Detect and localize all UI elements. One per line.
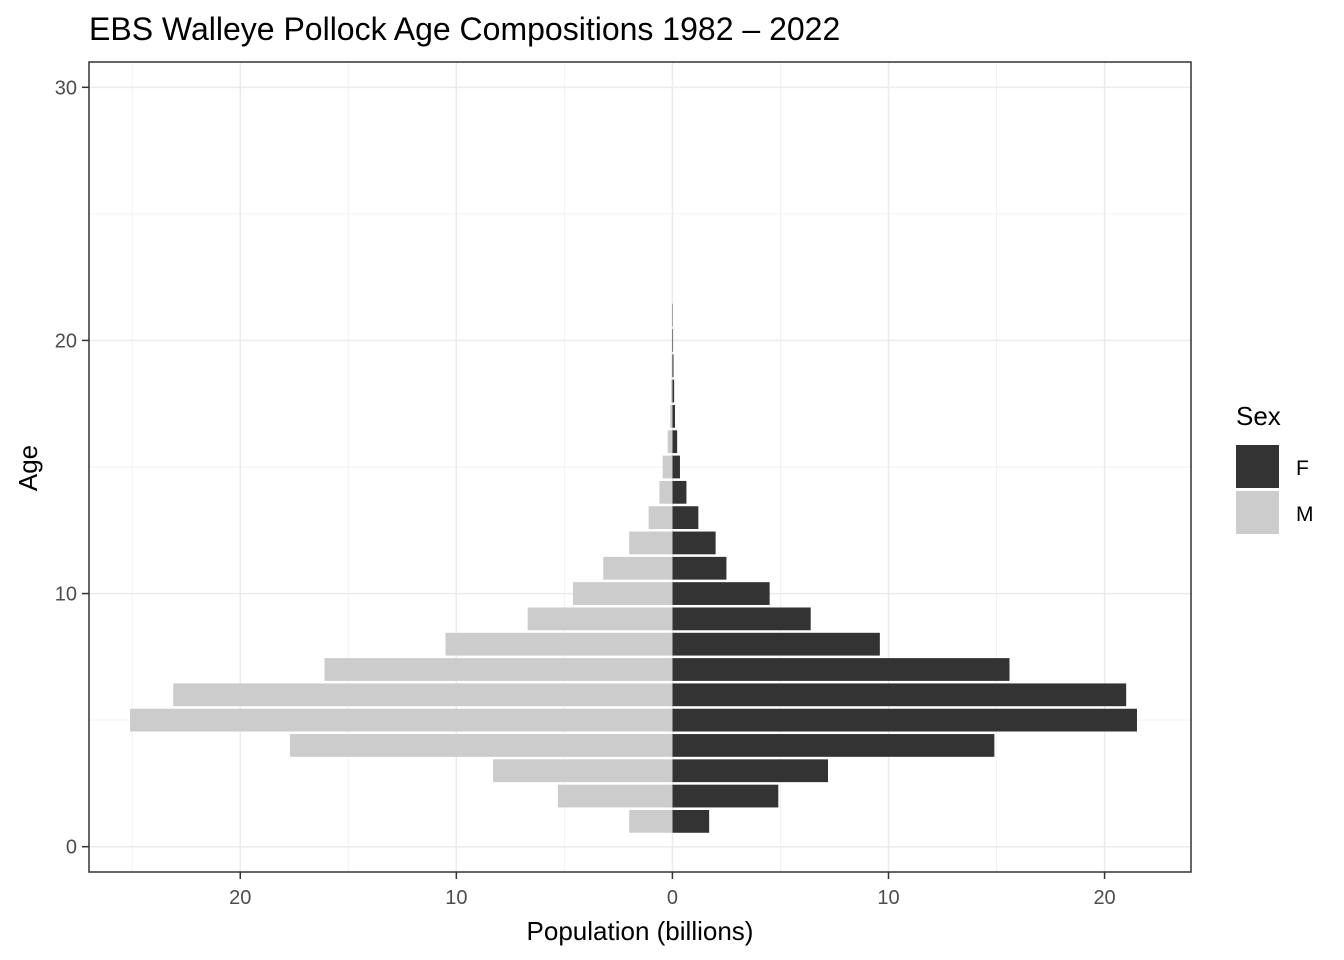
bar-m-age-3 <box>493 759 673 783</box>
y-tick-label: 0 <box>66 837 77 859</box>
bar-m-age-19 <box>671 354 673 378</box>
bars <box>130 303 1137 833</box>
chart-title: EBS Walleye Pollock Age Compositions 198… <box>89 11 840 47</box>
y-axis-title: Age <box>13 445 43 491</box>
bar-m-age-7 <box>324 658 673 681</box>
bar-f-age-4 <box>672 734 995 757</box>
bar-f-age-10 <box>672 582 770 605</box>
legend-items: FM <box>1236 445 1314 534</box>
bar-m-age-11 <box>603 556 673 580</box>
bar-m-age-9 <box>527 607 673 631</box>
bar-m-age-1 <box>629 809 673 833</box>
bar-f-age-8 <box>672 632 880 656</box>
plot-border <box>88 61 1192 873</box>
bar-f-age-9 <box>672 607 811 631</box>
bar-f-age-18 <box>672 379 675 403</box>
bar-m-age-12 <box>629 531 673 555</box>
legend-key-f <box>1236 445 1279 488</box>
bar-f-age-1 <box>672 809 710 833</box>
bar-f-age-16 <box>672 430 678 454</box>
bar-m-age-2 <box>557 784 673 808</box>
legend: Sex FM <box>1236 401 1314 534</box>
bar-f-age-3 <box>672 759 828 783</box>
bar-f-age-19 <box>672 354 674 378</box>
y-tick-label: 10 <box>55 584 77 606</box>
bar-m-age-6 <box>173 683 673 707</box>
bar-f-age-6 <box>672 683 1127 707</box>
bar-m-age-10 <box>573 582 673 605</box>
bar-m-age-5 <box>130 708 673 732</box>
legend-label-m: M <box>1296 503 1314 526</box>
bar-m-age-16 <box>667 430 673 454</box>
bar-f-age-12 <box>672 531 716 555</box>
x-tick-label: 0 <box>667 887 678 909</box>
x-tick-label: 20 <box>229 887 251 909</box>
legend-label-f: F <box>1296 457 1309 480</box>
bar-f-age-15 <box>672 455 680 479</box>
bar-m-age-17 <box>670 404 673 428</box>
bar-m-age-20 <box>671 329 673 352</box>
bar-f-age-17 <box>672 404 676 428</box>
x-tick-label: 20 <box>1093 887 1115 909</box>
bar-f-age-7 <box>672 658 1010 681</box>
x-tick-label: 10 <box>877 887 899 909</box>
y-tick-label: 30 <box>55 77 77 99</box>
x-tick-label: 10 <box>445 887 467 909</box>
bar-m-age-15 <box>662 455 673 479</box>
bar-m-age-18 <box>671 379 673 403</box>
bar-f-age-2 <box>672 784 779 808</box>
bar-f-age-11 <box>672 556 727 580</box>
y-axis: 0 10 20 30 <box>55 77 89 859</box>
bar-f-age-20 <box>672 329 674 352</box>
bar-f-age-13 <box>672 506 699 530</box>
x-axis-title: Population (billions) <box>527 916 754 946</box>
y-tick-label: 20 <box>55 330 77 352</box>
bar-f-age-5 <box>672 708 1137 732</box>
legend-title: Sex <box>1236 401 1281 431</box>
bar-m-age-21 <box>672 303 673 327</box>
bar-m-age-13 <box>648 506 673 530</box>
bar-f-age-14 <box>672 480 687 504</box>
bar-m-age-14 <box>659 480 673 504</box>
legend-key-m <box>1236 491 1279 534</box>
x-axis: 20 10 0 10 20 <box>229 872 1116 909</box>
bar-m-age-4 <box>289 734 673 757</box>
bar-m-age-8 <box>445 632 673 656</box>
